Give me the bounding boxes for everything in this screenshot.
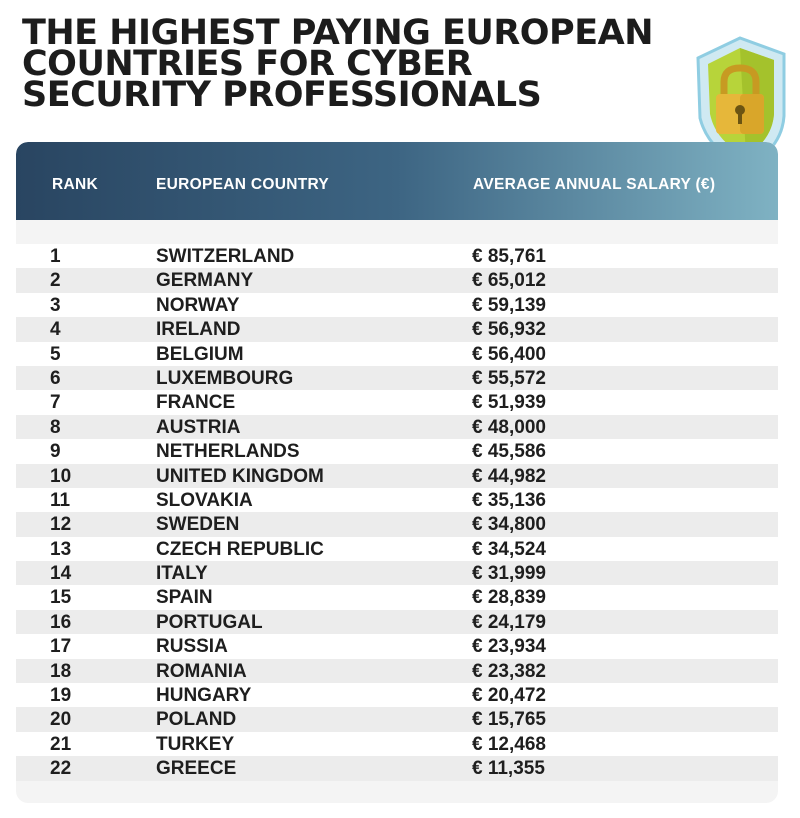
table-row: 1 SWITZERLAND € 85,761 bbox=[16, 244, 778, 269]
salary-cell: € 28,839 bbox=[472, 587, 546, 609]
table-row: 20 POLAND € 15,765 bbox=[16, 707, 778, 732]
table-row: 3 NORWAY € 59,139 bbox=[16, 292, 778, 318]
table-row: 12 SWEDEN € 34,800 bbox=[16, 512, 778, 537]
country-cell: LUXEMBOURG bbox=[156, 367, 294, 389]
salary-cell: € 55,572 bbox=[472, 367, 546, 389]
rank-cell: 16 bbox=[50, 611, 72, 633]
country-cell: NORWAY bbox=[156, 294, 240, 316]
rank-cell: 6 bbox=[50, 367, 61, 389]
rank-cell: 13 bbox=[50, 538, 72, 560]
table-row: 14 ITALY € 31,999 bbox=[16, 561, 778, 586]
country-cell: SPAIN bbox=[156, 587, 213, 609]
rank-cell: 9 bbox=[50, 441, 61, 463]
country-cell: ITALY bbox=[156, 563, 208, 585]
rank-cell: 1 bbox=[50, 246, 61, 267]
salary-cell: € 59,139 bbox=[472, 294, 546, 316]
country-cell: RUSSIA bbox=[156, 636, 228, 658]
country-cell: POLAND bbox=[156, 709, 237, 731]
country-cell: GERMANY bbox=[156, 270, 254, 292]
table-row: 9 NETHERLANDS € 45,586 bbox=[16, 439, 778, 464]
table-row: 6 LUXEMBOURG € 55,572 bbox=[16, 365, 778, 391]
table-row: 15 SPAIN € 28,839 bbox=[16, 585, 778, 610]
rank-cell: 14 bbox=[50, 563, 72, 585]
rank-cell: 12 bbox=[50, 514, 72, 536]
table-row: 7 FRANCE € 51,939 bbox=[16, 390, 778, 415]
rank-cell: 5 bbox=[50, 343, 61, 365]
table-row: 18 ROMANIA € 23,382 bbox=[16, 658, 778, 684]
rank-cell: 18 bbox=[50, 660, 72, 682]
country-cell: SLOVAKIA bbox=[156, 489, 253, 511]
country-cell: HUNGARY bbox=[156, 685, 252, 707]
header-country: EUROPEAN COUNTRY bbox=[156, 176, 330, 193]
country-cell: SWITZERLAND bbox=[156, 246, 295, 267]
salary-table: RANK EUROPEAN COUNTRY AVERAGE ANNUAL SAL… bbox=[16, 142, 778, 803]
header-salary: AVERAGE ANNUAL SALARY (€) bbox=[473, 176, 716, 193]
rank-cell: 8 bbox=[50, 416, 61, 438]
country-cell: FRANCE bbox=[156, 392, 236, 414]
rank-cell: 19 bbox=[50, 685, 72, 707]
salary-cell: € 45,586 bbox=[472, 441, 546, 463]
salary-cell: € 56,400 bbox=[472, 343, 546, 365]
salary-cell: € 31,999 bbox=[472, 563, 546, 585]
rank-cell: 10 bbox=[50, 465, 72, 487]
table-row: 19 HUNGARY € 20,472 bbox=[16, 683, 778, 708]
rank-cell: 20 bbox=[50, 709, 72, 731]
country-cell: BELGIUM bbox=[156, 343, 244, 365]
table-row: 17 RUSSIA € 23,934 bbox=[16, 634, 778, 659]
table-row: 22 GREECE € 11,355 bbox=[16, 756, 778, 781]
header-rank: RANK bbox=[52, 176, 98, 193]
table-row: 8 AUSTRIA € 48,000 bbox=[16, 414, 778, 440]
salary-cell: € 11,355 bbox=[472, 758, 545, 780]
title-line-3: SECURITY PROFESSIONALS bbox=[22, 75, 542, 115]
salary-cell: € 56,932 bbox=[472, 319, 546, 341]
table-row: 2 GERMANY € 65,012 bbox=[16, 268, 778, 293]
country-cell: TURKEY bbox=[156, 733, 235, 755]
rank-cell: 11 bbox=[50, 489, 71, 511]
table-row: 4 IRELAND € 56,932 bbox=[16, 317, 778, 342]
table-row: 11 SLOVAKIA € 35,136 bbox=[16, 487, 778, 513]
salary-cell: € 48,000 bbox=[472, 416, 546, 438]
shield-lock-icon bbox=[696, 36, 786, 170]
salary-cell: € 20,472 bbox=[472, 685, 546, 707]
country-cell: GREECE bbox=[156, 758, 237, 780]
rank-cell: 2 bbox=[50, 270, 61, 292]
rank-cell: 21 bbox=[50, 733, 72, 755]
salary-cell: € 24,179 bbox=[472, 611, 546, 633]
title-line-2: COUNTRIES FOR CYBER bbox=[22, 44, 473, 84]
country-cell: SWEDEN bbox=[156, 514, 240, 536]
salary-cell: € 44,982 bbox=[472, 465, 546, 487]
page-title: THE HIGHEST PAYING EUROPEAN COUNTRIES FO… bbox=[22, 13, 702, 115]
title-line-1: THE HIGHEST PAYING EUROPEAN bbox=[22, 13, 654, 53]
table-body: 1 SWITZERLAND € 85,761 2 GERMANY € 65,012 3 NOR… bbox=[16, 244, 778, 781]
rank-cell: 7 bbox=[50, 392, 61, 414]
salary-cell: € 35,136 bbox=[472, 489, 546, 511]
country-cell: PORTUGAL bbox=[156, 611, 263, 633]
country-cell: IRELAND bbox=[156, 319, 241, 341]
country-cell: AUSTRIA bbox=[156, 416, 241, 438]
salary-cell: € 23,934 bbox=[472, 636, 546, 658]
rank-cell: 17 bbox=[50, 636, 72, 658]
salary-cell: € 65,012 bbox=[472, 270, 546, 292]
country-cell: NETHERLANDS bbox=[156, 441, 300, 463]
table-row: 10 UNITED KINGDOM € 44,982 bbox=[16, 463, 778, 488]
table-header: RANK EUROPEAN COUNTRY AVERAGE ANNUAL SAL… bbox=[16, 142, 778, 220]
country-cell: CZECH REPUBLIC bbox=[156, 538, 324, 560]
rank-cell: 15 bbox=[50, 587, 72, 609]
table-row: 16 PORTUGAL € 24,179 bbox=[16, 609, 778, 635]
salary-cell: € 51,939 bbox=[472, 392, 546, 414]
table-row: 21 TURKEY € 12,468 bbox=[16, 731, 778, 757]
salary-cell: € 34,524 bbox=[472, 538, 546, 560]
salary-cell: € 23,382 bbox=[472, 660, 546, 682]
rank-cell: 22 bbox=[50, 758, 72, 780]
salary-cell: € 34,800 bbox=[472, 514, 546, 536]
country-cell: ROMANIA bbox=[156, 660, 247, 682]
rank-cell: 4 bbox=[50, 319, 61, 341]
salary-cell: € 12,468 bbox=[472, 733, 546, 755]
table-row: 5 BELGIUM € 56,400 bbox=[16, 341, 778, 366]
salary-cell: € 85,761 bbox=[472, 246, 546, 267]
salary-cell: € 15,765 bbox=[472, 709, 546, 731]
country-cell: UNITED KINGDOM bbox=[156, 465, 324, 487]
table-row: 13 CZECH REPUBLIC € 34,524 bbox=[16, 536, 778, 562]
rank-cell: 3 bbox=[50, 294, 61, 316]
